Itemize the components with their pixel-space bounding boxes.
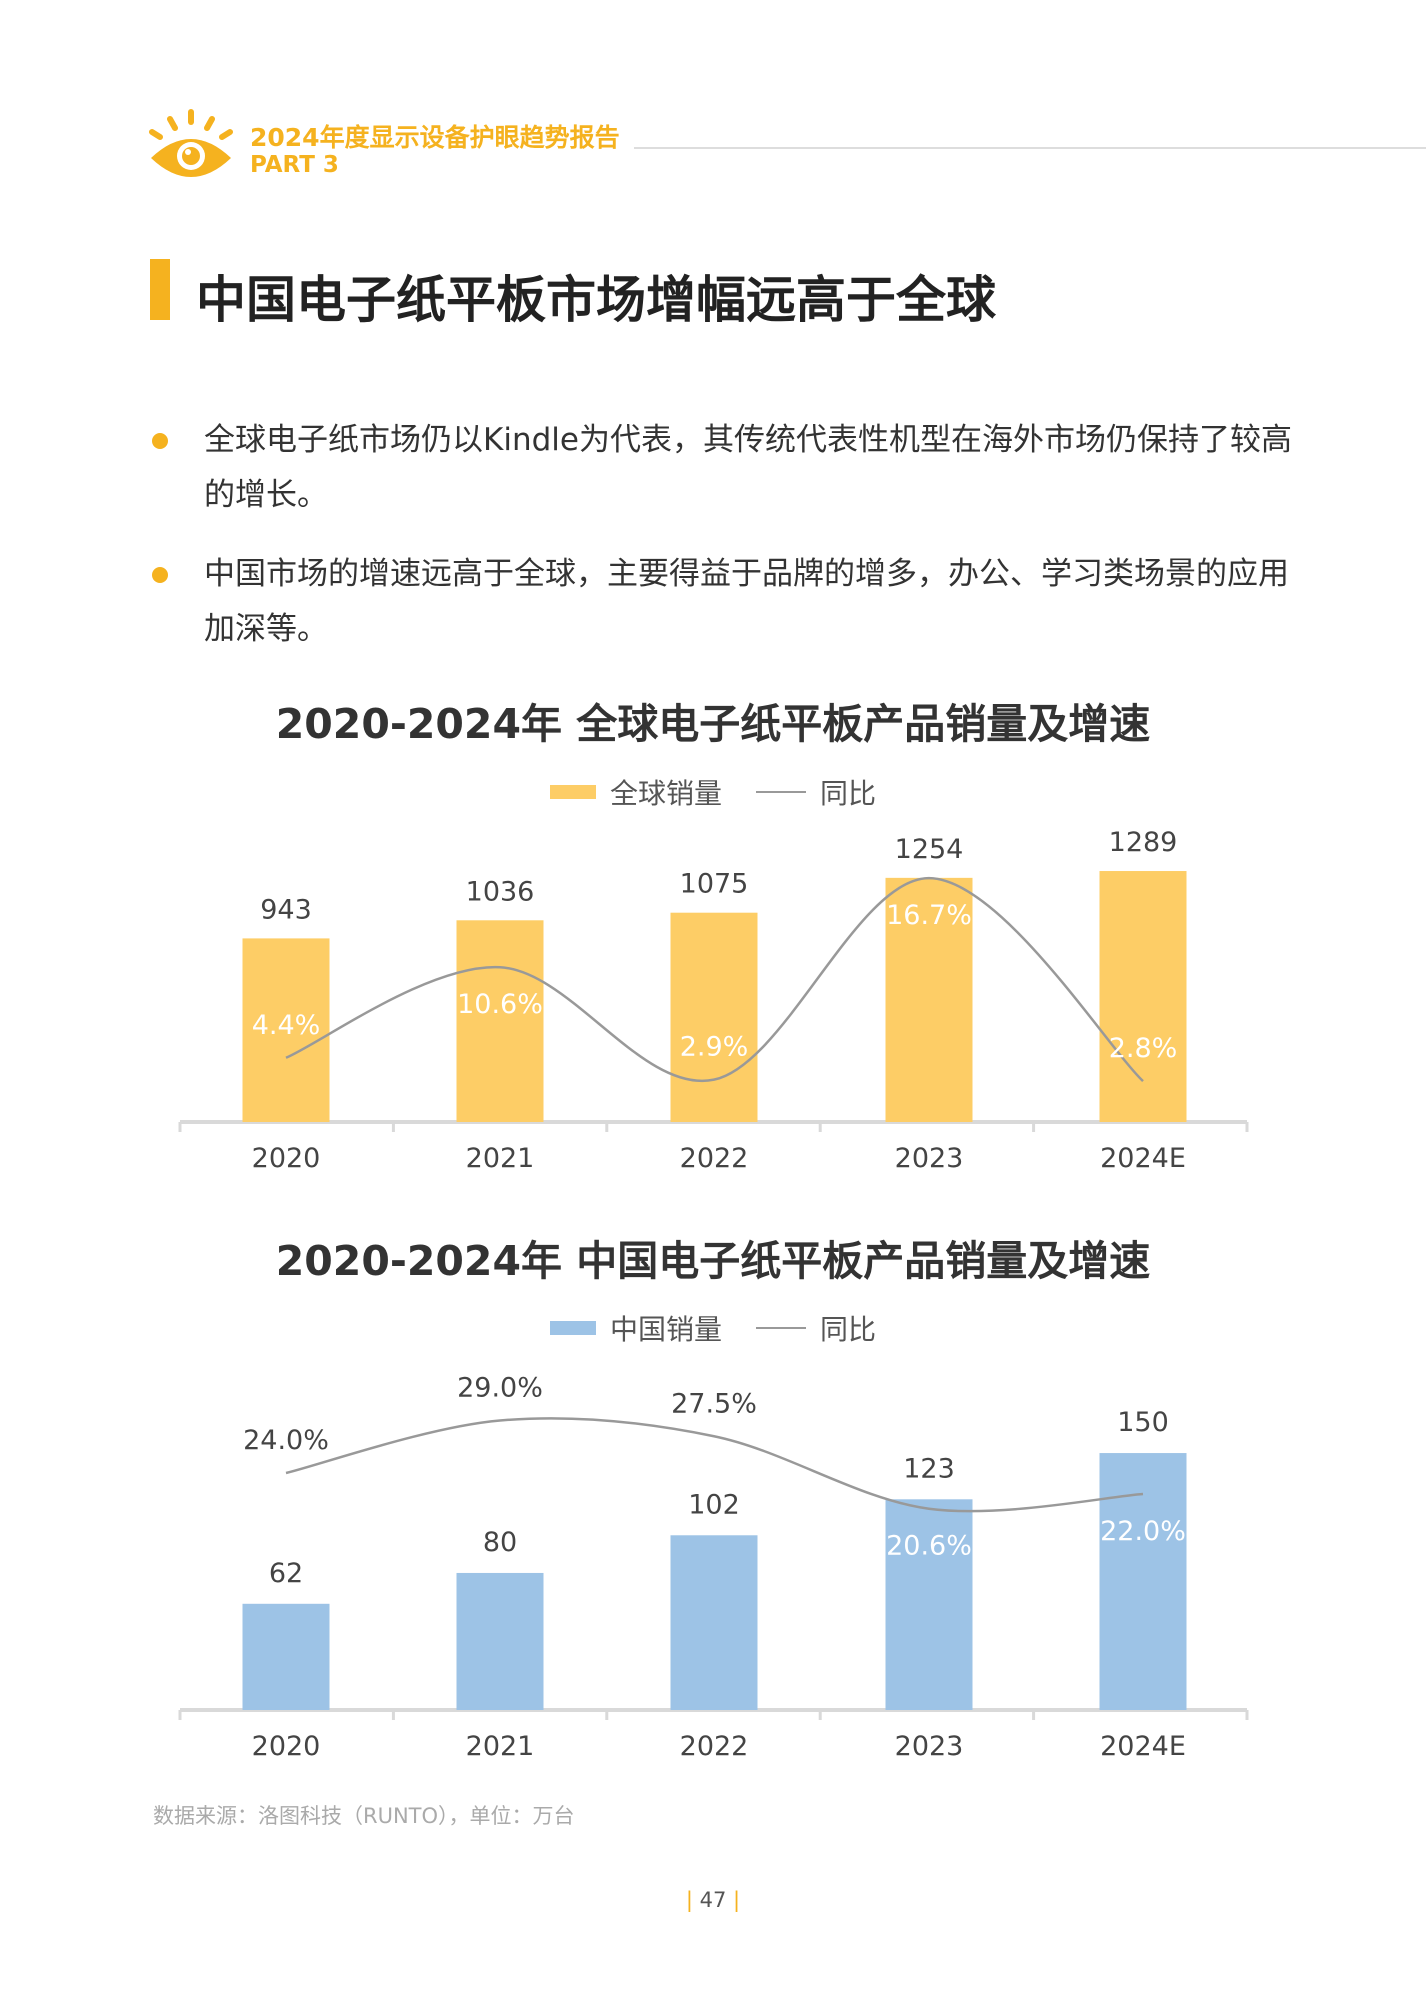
chart-title: 2020-2024年 全球电子纸平板产品销量及增速 <box>275 700 1151 748</box>
legend-swatch-bar <box>549 785 596 799</box>
bar-value-label: 1036 <box>466 876 535 907</box>
legend-swatch-line <box>756 1327 806 1329</box>
category-label: 2023 <box>895 1143 964 1174</box>
bar-value-label: 1254 <box>895 834 964 865</box>
legend-label: 同比 <box>820 777 877 810</box>
legend-swatch-bar <box>549 1321 596 1335</box>
bullet-dot <box>152 433 168 449</box>
report-title: 2024年度显示设备护眼趋势报告 <box>250 123 620 152</box>
growth-label: 16.7% <box>886 900 972 931</box>
page-number-value: 47 <box>699 1888 727 1912</box>
chart-legend: 中国销量 同比 <box>0 1308 1426 1348</box>
category-label: 2020 <box>252 1143 321 1174</box>
chart-legend: 全球销量 同比 <box>0 772 1426 812</box>
category-label: 2022 <box>680 1143 749 1174</box>
growth-label: 2.9% <box>680 1032 749 1063</box>
bullet-text: 中国市场的增速远高于全球，主要得益于品牌的增多，办公、学习类场景的应用加深等。 <box>204 556 1289 647</box>
header-divider <box>634 147 1426 149</box>
category-label: 2024E <box>1100 1143 1186 1174</box>
bullet-text: 全球电子纸市场仍以Kindle为代表，其传统代表性机型在海外市场仍保持了较高的增… <box>204 422 1292 513</box>
chart-title: 2020-2024年 中国电子纸平板产品销量及增速 <box>275 1237 1151 1285</box>
legend-label: 中国销量 <box>609 1313 722 1346</box>
growth-line <box>285 876 1144 1083</box>
bar <box>242 938 330 1122</box>
legend-label: 全球销量 <box>609 777 722 810</box>
bar <box>1099 871 1187 1122</box>
title-accent-bar <box>150 259 170 320</box>
bar <box>456 920 544 1122</box>
bar <box>885 877 973 1122</box>
bar <box>670 912 758 1122</box>
growth-label: 4.4% <box>252 1010 321 1041</box>
eye-icon <box>149 109 233 177</box>
bullet-dot <box>152 567 168 583</box>
bar-value-label: 1075 <box>680 869 749 900</box>
growth-label: 10.6% <box>457 989 543 1020</box>
bar-value-label: 1289 <box>1109 827 1178 858</box>
legend-swatch-line <box>756 791 806 793</box>
growth-label: 2.8% <box>1109 1033 1178 1064</box>
report-part: PART 3 <box>250 152 339 178</box>
category-label: 2021 <box>466 1143 535 1174</box>
legend-label: 同比 <box>820 1313 877 1346</box>
bar-value-label: 943 <box>260 894 312 925</box>
page-title: 中国电子纸平板市场增幅远高于全球 <box>196 271 996 329</box>
page-number: | 47 | <box>685 1888 741 1912</box>
data-source: 数据来源：洛图科技（RUNTO），单位：万台 <box>153 1804 575 1828</box>
